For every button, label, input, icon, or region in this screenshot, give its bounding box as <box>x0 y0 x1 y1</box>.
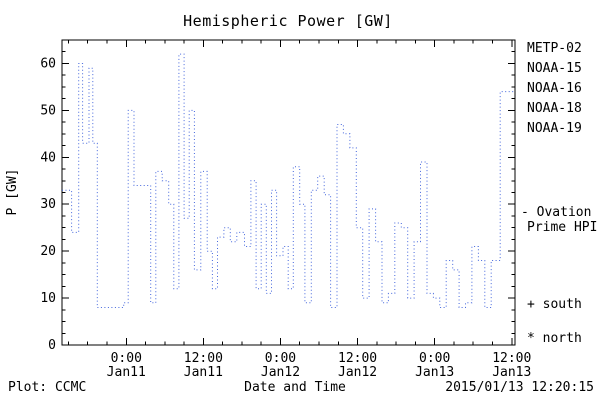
plot-frame <box>61 39 516 346</box>
plot-timestamp: 2015/01/13 12:20:15 <box>445 380 594 395</box>
svg-text:0:00: 0:00 <box>265 351 296 366</box>
hpi-step-line <box>62 53 515 308</box>
footer: Plot: CCMC Date and Time 2015/01/13 12:2… <box>8 380 594 395</box>
legend-noaa19: NOAA-19 <box>527 121 582 136</box>
chart-title: Hemispheric Power [GW] <box>183 12 393 30</box>
legend-ovation-line2: Prime HPI <box>527 220 597 235</box>
svg-text:0:00: 0:00 <box>111 351 142 366</box>
legend-noaa15: NOAA-15 <box>527 61 582 76</box>
svg-text:Jan11: Jan11 <box>184 365 223 380</box>
legend-ovation-line1: - Ovation <box>521 205 591 220</box>
x-axis-label: Date and Time <box>244 380 346 395</box>
svg-text:Jan12: Jan12 <box>338 365 377 380</box>
satellite-legend: METP-02 NOAA-15 NOAA-16 NOAA-18 NOAA-19 <box>527 41 582 136</box>
svg-text:12:00: 12:00 <box>492 351 531 366</box>
svg-text:0: 0 <box>48 338 56 353</box>
svg-text:0:00: 0:00 <box>419 351 450 366</box>
svg-text:12:00: 12:00 <box>338 351 377 366</box>
svg-text:Jan13: Jan13 <box>415 365 454 380</box>
x-axis-ticks: 0:00Jan1112:00Jan110:00Jan1212:00Jan120:… <box>67 40 531 380</box>
legend-noaa16: NOAA-16 <box>527 81 582 96</box>
series-legend: - Ovation Prime HPI <box>521 205 597 235</box>
svg-text:Jan11: Jan11 <box>107 365 146 380</box>
svg-text:Jan13: Jan13 <box>492 365 531 380</box>
svg-text:20: 20 <box>40 244 56 259</box>
y-axis-label: P [GW] <box>5 169 20 216</box>
legend-metp02: METP-02 <box>527 41 582 56</box>
svg-text:Jan12: Jan12 <box>261 365 300 380</box>
svg-text:10: 10 <box>40 291 56 306</box>
svg-text:30: 30 <box>40 197 56 212</box>
svg-text:50: 50 <box>40 103 56 118</box>
legend-noaa18: NOAA-18 <box>527 101 582 116</box>
svg-text:12:00: 12:00 <box>184 351 223 366</box>
hemisphere-markers: + south * north <box>527 297 582 346</box>
north-marker-label: * north <box>527 331 582 346</box>
svg-text:40: 40 <box>40 150 56 165</box>
plot-credit: Plot: CCMC <box>8 380 86 395</box>
svg-text:60: 60 <box>40 56 56 71</box>
y-axis-ticks: 0 10 20 30 40 50 60 <box>40 39 515 353</box>
south-marker-label: + south <box>527 297 582 312</box>
